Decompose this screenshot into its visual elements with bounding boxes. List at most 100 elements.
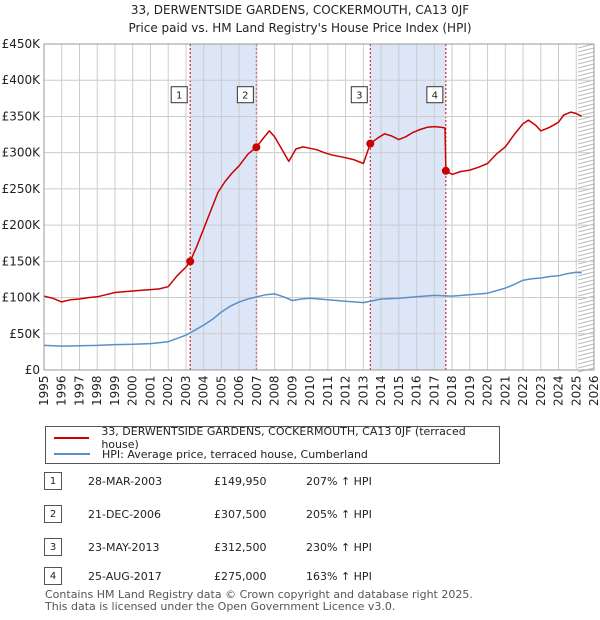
x-tick-label: 2024 xyxy=(552,375,566,406)
hatch-line xyxy=(577,303,595,309)
hatch-line xyxy=(577,255,595,261)
hatch-line xyxy=(577,195,595,201)
hatch-line xyxy=(577,207,595,213)
sale-date: 25-AUG-2017 xyxy=(88,570,162,583)
x-tick-label: 2003 xyxy=(179,375,193,406)
hatch-line xyxy=(577,155,595,161)
hatch-line xyxy=(577,131,595,137)
sale-number-box xyxy=(350,86,368,104)
hatch-line xyxy=(577,147,595,153)
sale-number-label: 1 xyxy=(176,91,182,102)
x-tick-label: 2012 xyxy=(339,375,353,406)
hatch-line xyxy=(577,251,595,257)
y-tick-label: £200K xyxy=(2,218,42,232)
legend-label-hpi: HPI: Average price, terraced house, Cumb… xyxy=(102,447,368,461)
y-tick-label: £450K xyxy=(2,37,42,51)
sale-number: 2 xyxy=(44,505,62,523)
sale-point xyxy=(366,139,375,148)
x-tick-label: 2004 xyxy=(197,375,211,406)
hatch-line xyxy=(577,215,595,221)
hatch-line xyxy=(577,127,595,133)
x-tick-label: 2022 xyxy=(516,375,530,406)
x-tick-label: 1997 xyxy=(72,375,86,406)
chart-subtitle: Price paid vs. HM Land Registry's House … xyxy=(128,21,471,35)
hatch-line xyxy=(577,271,595,277)
sale-number-label: 4 xyxy=(432,91,438,102)
hatch-line xyxy=(577,63,595,69)
y-tick-label: £100K xyxy=(2,291,42,305)
sale-hpi-change: 205% ↑ HPI xyxy=(306,508,372,521)
x-tick-label: 1999 xyxy=(108,375,122,406)
hatch-line xyxy=(577,91,595,97)
hatch-line xyxy=(577,263,595,269)
hatch-line xyxy=(577,243,595,249)
hatch-line xyxy=(577,159,595,165)
sale-price: £275,000 xyxy=(214,570,267,583)
hatch-line xyxy=(577,175,595,181)
hatch-line xyxy=(577,283,595,289)
price-paid-series-line xyxy=(43,111,582,303)
sale-hpi-change: 207% ↑ HPI xyxy=(306,475,372,488)
hatch-line xyxy=(577,75,595,81)
sale-number-box xyxy=(236,86,254,104)
x-tick-label: 2000 xyxy=(126,375,140,406)
y-tick-label: £400K xyxy=(2,73,42,87)
hatch-line xyxy=(577,287,595,293)
hatch-line xyxy=(577,315,595,321)
hatch-line xyxy=(577,247,595,253)
hatch-line xyxy=(577,355,595,361)
y-tick-label: £0 xyxy=(25,363,40,377)
hatch-line xyxy=(577,55,595,61)
y-tick-label: £150K xyxy=(2,254,42,268)
plot-frame xyxy=(43,43,595,371)
hatch-line xyxy=(577,99,595,105)
footer-licence: This data is licensed under the Open Gov… xyxy=(45,600,396,613)
sale-hpi-change: 163% ↑ HPI xyxy=(306,570,372,583)
x-tick-label: 2009 xyxy=(285,375,299,406)
x-tick-label: 2015 xyxy=(392,375,406,406)
hatch-line xyxy=(577,327,595,333)
legend-swatch-blue xyxy=(54,453,90,455)
hatch-line xyxy=(577,211,595,217)
hatch-line xyxy=(577,351,595,357)
x-tick-label: 2006 xyxy=(232,375,246,406)
sale-hpi-change: 230% ↑ HPI xyxy=(306,541,372,554)
hatch-line xyxy=(577,359,595,365)
x-tick-label: 2005 xyxy=(214,375,228,406)
sale-price: £307,500 xyxy=(214,508,267,521)
hpi-series-line xyxy=(43,271,582,347)
sale-price: £312,500 xyxy=(214,541,267,554)
hatch-line xyxy=(577,231,595,237)
sale-date: 28-MAR-2003 xyxy=(88,475,163,488)
hatch-line xyxy=(577,179,595,185)
sale-date: 23-MAY-2013 xyxy=(88,541,160,554)
legend: 33, DERWENTSIDE GARDENS, COCKERMOUTH, CA… xyxy=(45,425,500,464)
sale-number: 1 xyxy=(44,472,62,490)
sale-row: 4 25-AUG-2017 £275,000 163% ↑ HPI xyxy=(44,565,564,585)
x-tick-label: 2023 xyxy=(534,375,548,406)
hatch-line xyxy=(577,67,595,73)
x-tick-label: 2025 xyxy=(569,375,583,406)
sale-date: 21-DEC-2006 xyxy=(88,508,162,521)
hatch-line xyxy=(577,163,595,169)
hatch-line xyxy=(577,223,595,229)
hatch-line xyxy=(577,95,595,101)
hatch-line xyxy=(577,279,595,285)
hatch-line xyxy=(577,299,595,305)
x-tick-label: 2013 xyxy=(356,375,370,406)
hatch-line xyxy=(577,319,595,325)
hatch-line xyxy=(577,139,595,145)
hatch-line xyxy=(577,135,595,141)
x-tick-label: 1998 xyxy=(90,375,104,406)
hatch-line xyxy=(577,275,595,281)
hatch-line xyxy=(577,199,595,205)
sale-number: 4 xyxy=(44,567,62,585)
hatch-line xyxy=(577,311,595,317)
hatch-line xyxy=(577,363,595,369)
hatch-line xyxy=(577,227,595,233)
sale-row: 1 28-MAR-2003 £149,950 207% ↑ HPI xyxy=(44,470,564,490)
sale-number-label: 3 xyxy=(356,91,362,102)
x-tick-label: 1995 xyxy=(37,375,51,406)
hatch-line xyxy=(577,335,595,341)
y-tick-label: £300K xyxy=(2,146,42,160)
